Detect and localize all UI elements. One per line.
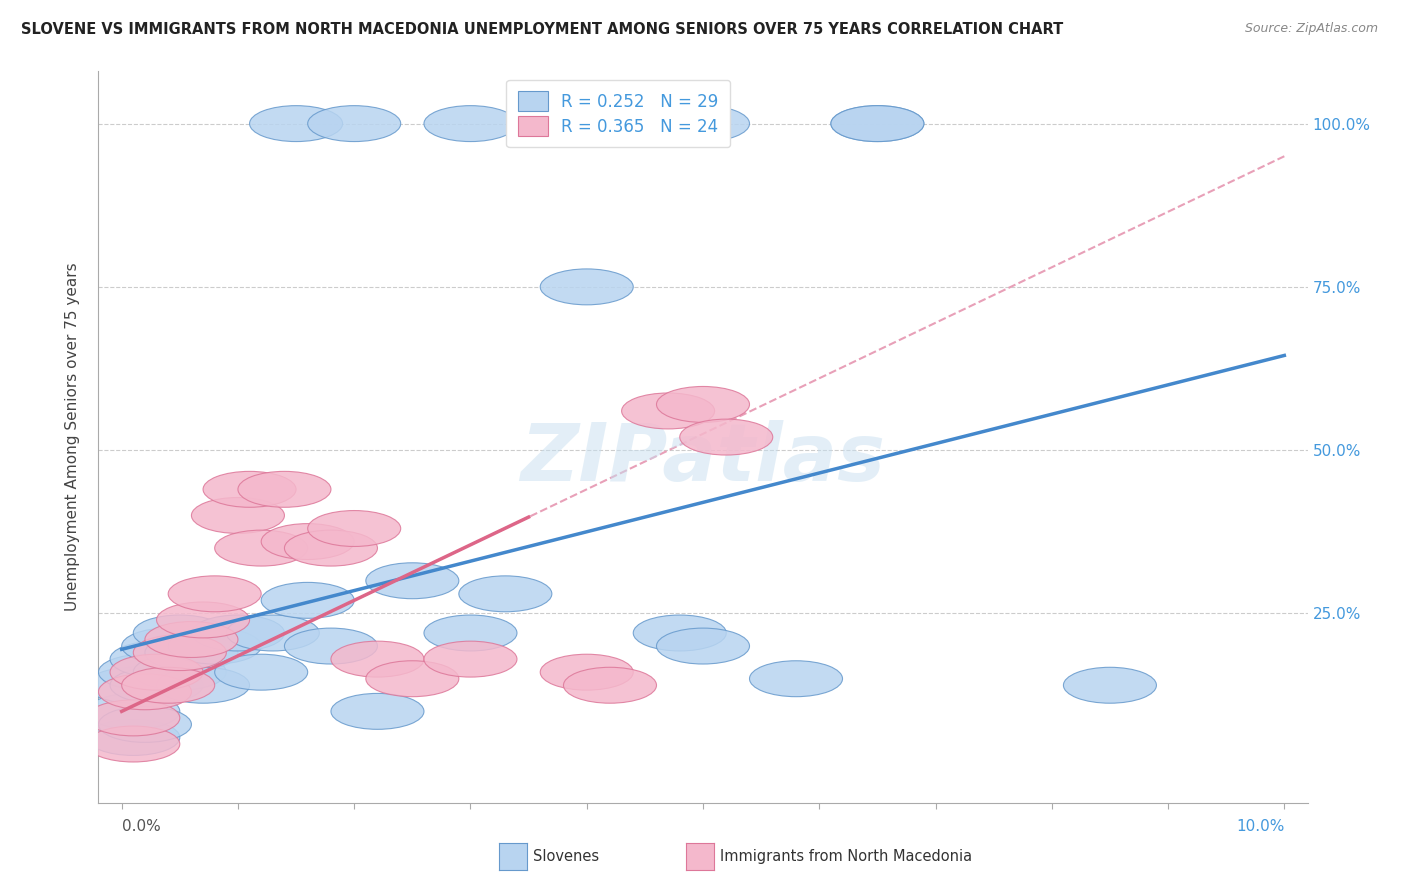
Legend: R = 0.252   N = 29, R = 0.365   N = 24: R = 0.252 N = 29, R = 0.365 N = 24	[506, 79, 730, 147]
Ellipse shape	[122, 667, 215, 703]
Ellipse shape	[540, 268, 633, 305]
Ellipse shape	[540, 105, 633, 142]
Ellipse shape	[657, 386, 749, 423]
Ellipse shape	[621, 393, 714, 429]
Ellipse shape	[215, 530, 308, 566]
Ellipse shape	[1063, 667, 1157, 703]
Ellipse shape	[134, 654, 226, 690]
Ellipse shape	[169, 576, 262, 612]
Ellipse shape	[366, 563, 458, 599]
Ellipse shape	[366, 661, 458, 697]
Ellipse shape	[134, 615, 226, 651]
Ellipse shape	[87, 700, 180, 736]
Ellipse shape	[202, 471, 297, 508]
Ellipse shape	[330, 641, 425, 677]
Ellipse shape	[657, 628, 749, 664]
Ellipse shape	[831, 105, 924, 142]
Text: 0.0%: 0.0%	[122, 819, 160, 834]
Ellipse shape	[425, 641, 517, 677]
Ellipse shape	[98, 706, 191, 742]
Ellipse shape	[250, 105, 343, 142]
Ellipse shape	[122, 628, 215, 664]
Ellipse shape	[679, 419, 773, 455]
Ellipse shape	[262, 582, 354, 618]
Ellipse shape	[156, 667, 250, 703]
Ellipse shape	[308, 510, 401, 547]
Ellipse shape	[134, 634, 226, 671]
Ellipse shape	[98, 673, 191, 710]
Text: Source: ZipAtlas.com: Source: ZipAtlas.com	[1244, 22, 1378, 36]
Ellipse shape	[284, 628, 377, 664]
Ellipse shape	[145, 634, 238, 671]
Ellipse shape	[87, 726, 180, 762]
Text: ZIPatlas: ZIPatlas	[520, 420, 886, 498]
Ellipse shape	[169, 628, 262, 664]
Ellipse shape	[87, 693, 180, 730]
Ellipse shape	[145, 622, 238, 657]
Ellipse shape	[156, 602, 250, 638]
Ellipse shape	[308, 105, 401, 142]
Ellipse shape	[284, 530, 377, 566]
Ellipse shape	[831, 105, 924, 142]
Ellipse shape	[87, 667, 180, 703]
Ellipse shape	[87, 720, 180, 756]
Ellipse shape	[110, 654, 202, 690]
Ellipse shape	[110, 641, 202, 677]
Text: SLOVENE VS IMMIGRANTS FROM NORTH MACEDONIA UNEMPLOYMENT AMONG SENIORS OVER 75 YE: SLOVENE VS IMMIGRANTS FROM NORTH MACEDON…	[21, 22, 1063, 37]
Ellipse shape	[330, 693, 425, 730]
Text: Immigrants from North Macedonia: Immigrants from North Macedonia	[720, 849, 972, 863]
Ellipse shape	[749, 661, 842, 697]
Ellipse shape	[110, 667, 202, 703]
Ellipse shape	[191, 498, 284, 533]
Ellipse shape	[458, 576, 551, 612]
Text: Slovenes: Slovenes	[533, 849, 599, 863]
Ellipse shape	[425, 615, 517, 651]
Ellipse shape	[425, 105, 517, 142]
Ellipse shape	[657, 105, 749, 142]
Ellipse shape	[98, 654, 191, 690]
Ellipse shape	[191, 615, 284, 651]
Ellipse shape	[215, 654, 308, 690]
Ellipse shape	[564, 667, 657, 703]
Ellipse shape	[238, 471, 330, 508]
Ellipse shape	[262, 524, 354, 559]
Ellipse shape	[540, 654, 633, 690]
Text: 10.0%: 10.0%	[1236, 819, 1284, 834]
Ellipse shape	[226, 615, 319, 651]
Ellipse shape	[633, 615, 727, 651]
Y-axis label: Unemployment Among Seniors over 75 years: Unemployment Among Seniors over 75 years	[65, 263, 80, 611]
